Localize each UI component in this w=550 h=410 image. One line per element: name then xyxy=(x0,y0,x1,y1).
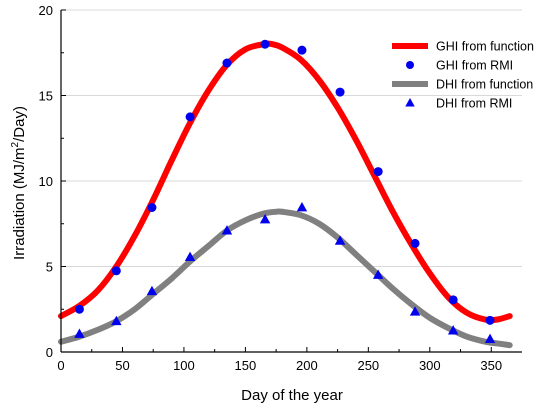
data-point-triangle xyxy=(184,251,196,261)
data-point-triangle xyxy=(74,328,85,338)
y-tick-label: 20 xyxy=(39,3,53,18)
x-tick-label: 250 xyxy=(357,358,379,373)
legend-label: GHI from function xyxy=(436,40,534,54)
data-point-circle xyxy=(74,304,84,314)
legend-swatch-circle xyxy=(406,61,414,69)
x-tick-label: 50 xyxy=(115,358,129,373)
axis-ticks: 0 50 100 150 200 250 300 350 0 5 10 15 20 xyxy=(39,3,503,373)
y-axis-label-superscript: 2 xyxy=(10,141,21,147)
series-line-2 xyxy=(58,208,513,349)
series-line-0 xyxy=(58,40,513,324)
legend-label: DHI from function xyxy=(436,78,533,92)
grid-lines xyxy=(61,9,522,267)
data-point-triangle xyxy=(111,315,122,326)
data-point-triangle xyxy=(334,235,346,245)
data-point-triangle xyxy=(259,213,271,224)
y-tick-label: 0 xyxy=(46,345,53,360)
legend-swatch-triangle xyxy=(405,98,415,107)
data-point-circle xyxy=(111,266,121,276)
x-tick-label: 0 xyxy=(57,358,64,373)
y-tick-label: 5 xyxy=(46,260,53,275)
series-markers xyxy=(74,39,496,344)
legend-label: DHI from RMI xyxy=(436,97,512,111)
data-point-circle xyxy=(410,238,420,248)
data-point-triangle xyxy=(146,285,158,296)
y-axis-label: Irradiation (MJ/m2/Day) xyxy=(10,106,28,260)
data-point-triangle xyxy=(221,225,233,235)
data-point-triangle xyxy=(296,202,308,212)
data-point-circle xyxy=(222,58,232,68)
data-point-triangle xyxy=(372,269,384,279)
legend-label: GHI from RMI xyxy=(436,59,513,73)
data-point-triangle xyxy=(484,333,496,344)
data-point-circle xyxy=(297,45,307,55)
data-point-circle xyxy=(147,203,157,213)
y-tick-label: 10 xyxy=(39,174,53,189)
data-point-triangle xyxy=(447,325,459,335)
x-tick-label: 200 xyxy=(296,358,318,373)
series-lines xyxy=(58,40,513,349)
data-point-circle xyxy=(373,167,383,177)
data-point-circle xyxy=(485,315,495,325)
x-tick-label: 100 xyxy=(173,358,195,373)
data-point-triangle xyxy=(409,306,421,316)
y-axis-label-tail: /Day) xyxy=(11,106,28,142)
x-axis-label: Day of the year xyxy=(241,387,343,404)
data-point-circle xyxy=(448,295,458,305)
legend: GHI from function GHI from RMI DHI from fu… xyxy=(392,40,534,111)
x-tick-label: 150 xyxy=(235,358,257,373)
x-tick-label: 300 xyxy=(419,358,441,373)
x-tick-label: 350 xyxy=(480,358,502,373)
data-point-circle xyxy=(185,112,195,122)
data-point-circle xyxy=(260,39,270,49)
y-tick-label: 15 xyxy=(39,89,53,104)
y-axis-label-main: Irradiation (MJ/m xyxy=(11,147,28,260)
data-point-circle xyxy=(335,87,345,97)
